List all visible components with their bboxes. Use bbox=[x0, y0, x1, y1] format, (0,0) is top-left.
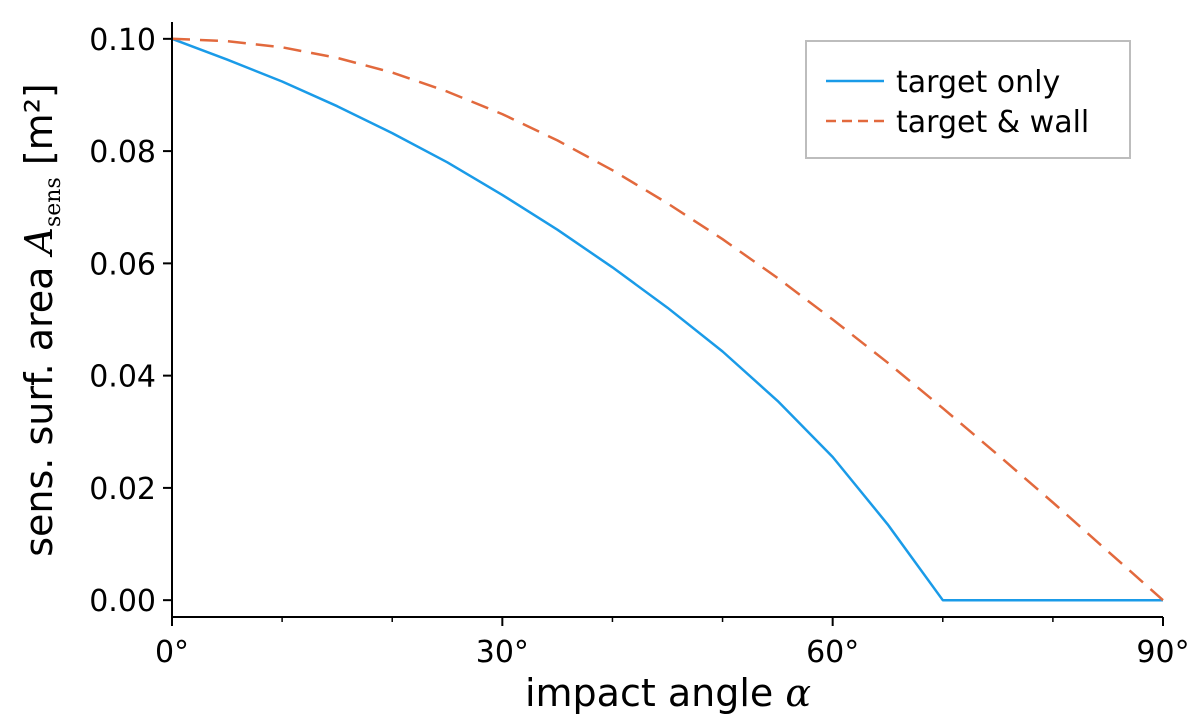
x-tick-label: 90° bbox=[1136, 635, 1189, 670]
axes bbox=[171, 22, 1163, 618]
series-line-0 bbox=[171, 37, 1163, 602]
y-axis-title: sens. surf. area Asens [m²] bbox=[17, 83, 66, 557]
y-tick-label: 0.00 bbox=[89, 584, 156, 619]
x-tick-label: 0° bbox=[155, 635, 189, 670]
x-tick-label: 30° bbox=[476, 635, 529, 670]
plot-lines bbox=[171, 37, 1164, 602]
x-tick-label: 60° bbox=[806, 635, 859, 670]
legend-label-target-and-wall: target & wall bbox=[896, 105, 1089, 140]
y-tick-label: 0.08 bbox=[89, 135, 156, 170]
y-tick-label: 0.02 bbox=[89, 472, 156, 507]
y-tick-label: 0.06 bbox=[89, 247, 156, 282]
x-axis-title: impact angle α bbox=[525, 671, 811, 715]
legend-label-target-only: target only bbox=[896, 65, 1060, 100]
legend-frame bbox=[805, 40, 1131, 159]
ticks: 0° 30° 60° 90° 0.00 0.02 0.04 0.06 0.08 0.10 bbox=[89, 23, 1189, 670]
y-tick-label: 0.10 bbox=[89, 23, 156, 58]
y-tick-label: 0.04 bbox=[89, 360, 156, 395]
legend: target only target & wall bbox=[805, 40, 1131, 159]
